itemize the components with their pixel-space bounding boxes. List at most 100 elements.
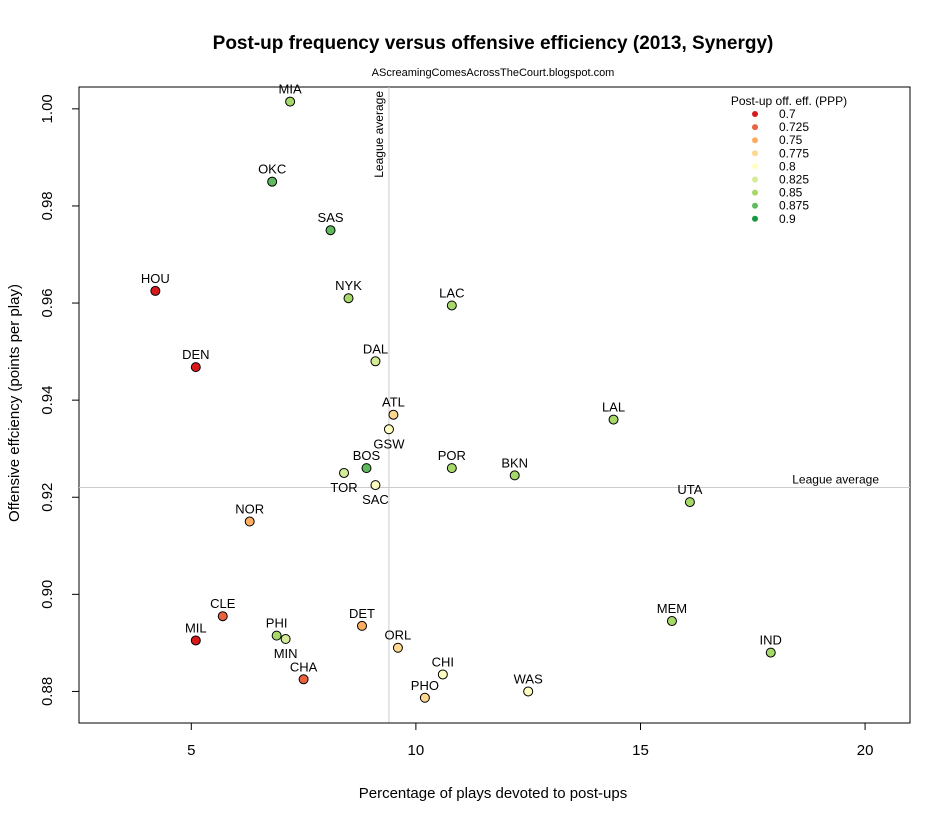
legend-label: 0.75 (779, 133, 803, 147)
legend-label: 0.775 (779, 146, 809, 160)
legend-swatch (752, 215, 758, 222)
data-point-sac: SAC (362, 480, 389, 507)
point-marker (298, 674, 309, 685)
y-axis-label: Offensive effciency (points per play) (6, 284, 23, 522)
legend-entry: 0.825 (752, 173, 809, 187)
point-label: LAC (439, 285, 464, 300)
y-tick-label: 0.98 (39, 191, 56, 220)
data-point-mil: MIL (185, 620, 207, 646)
data-point-mem: MEM (657, 601, 687, 627)
point-label: SAS (318, 210, 344, 225)
legend-swatch (752, 202, 758, 209)
data-point-por: POR (438, 448, 466, 474)
legend-label: 0.85 (779, 186, 803, 200)
point-label: DEN (182, 347, 209, 362)
legend: Post-up off. eff. (PPP) 0.70.7250.750.77… (731, 94, 847, 226)
point-label: MIN (274, 646, 298, 661)
point-marker (343, 293, 354, 304)
point-label: TOR (330, 480, 357, 495)
data-point-atl: ATL (382, 395, 405, 420)
point-marker (244, 516, 255, 527)
legend-entry: 0.875 (752, 199, 809, 213)
point-label: CHA (290, 659, 318, 674)
point-marker (280, 634, 291, 645)
point-label: CLE (210, 596, 236, 611)
legend-swatch (752, 189, 758, 196)
point-label: UTA (677, 482, 702, 497)
point-marker (509, 470, 520, 481)
point-label: PHI (266, 616, 288, 631)
y-tick-label: 1.00 (39, 94, 56, 123)
chart-subtitle: AScreamingComesAcrossTheCourt.blogspot.c… (372, 67, 615, 79)
data-point-ind: IND (760, 633, 782, 658)
point-marker (370, 480, 381, 491)
point-label: HOU (141, 271, 170, 286)
legend-label: 0.7 (779, 107, 796, 121)
legend-label: 0.825 (779, 173, 809, 187)
point-label: BKN (501, 455, 528, 470)
data-point-bkn: BKN (501, 455, 528, 481)
legend-entry: 0.8 (752, 159, 796, 173)
point-marker (271, 630, 282, 641)
point-label: PHO (411, 678, 439, 693)
data-point-uta: UTA (677, 482, 703, 508)
x-axis: 5 10 15 20 (187, 722, 874, 759)
y-tick-label: 0.88 (39, 677, 56, 706)
data-point-lac: LAC (439, 285, 464, 311)
legend-swatch (752, 124, 758, 131)
legend-entry: 0.7 (752, 107, 796, 121)
point-marker (361, 463, 372, 474)
point-label: NOR (235, 502, 264, 517)
legend-entry: 0.775 (752, 146, 809, 160)
data-point-tor: TOR (330, 467, 358, 495)
x-tick-label: 10 (408, 742, 425, 759)
point-label: DET (349, 606, 375, 621)
y-tick-label: 0.92 (39, 483, 56, 512)
x-tick-label: 20 (857, 742, 874, 759)
point-label: ATL (382, 395, 405, 410)
x-tick-label: 5 (187, 742, 195, 759)
legend-entry: 0.85 (752, 186, 803, 200)
point-marker (190, 635, 201, 646)
point-marker (446, 463, 457, 474)
point-marker (446, 300, 457, 311)
vline-label: League average (372, 91, 386, 178)
point-marker (666, 616, 677, 627)
data-point-chi: CHI (432, 654, 454, 680)
hline-label: League average (792, 473, 879, 487)
point-label: SAC (362, 492, 389, 507)
point-marker (684, 497, 695, 508)
legend-swatch (752, 111, 758, 117)
point-marker (388, 409, 399, 420)
point-label: NYK (335, 278, 362, 293)
legend-swatch (752, 137, 758, 144)
data-point-min: MIN (274, 634, 298, 661)
data-point-phi: PHI (266, 616, 288, 641)
data-point-mia: MIA (279, 82, 302, 107)
data-point-gsw: GSW (373, 424, 405, 451)
data-point-cle: CLE (210, 596, 236, 622)
y-axis: 0.88 0.90 0.92 0.94 0.96 0.98 1.00 (39, 94, 79, 706)
point-marker (608, 414, 619, 425)
legend-entry: 0.9 (752, 212, 796, 226)
legend-label: 0.8 (779, 159, 796, 173)
data-point-nyk: NYK (335, 278, 362, 304)
legend-swatch (752, 176, 758, 183)
legend-entry: 0.725 (752, 120, 809, 134)
legend-swatch (752, 163, 758, 170)
point-marker (523, 686, 534, 697)
data-point-orl: ORL (385, 628, 411, 653)
point-marker (419, 692, 430, 703)
point-label: GSW (373, 436, 405, 451)
legend-label: 0.875 (779, 199, 809, 213)
data-point-det: DET (349, 606, 375, 631)
point-marker (356, 620, 367, 631)
data-point-cha: CHA (290, 659, 318, 685)
point-marker (383, 424, 394, 435)
point-label: MIA (279, 82, 302, 97)
legend-swatch (752, 150, 758, 157)
point-label: LAL (602, 400, 625, 415)
data-point-lal: LAL (602, 400, 625, 425)
data-point-hou: HOU (141, 271, 170, 296)
point-marker (392, 642, 403, 653)
